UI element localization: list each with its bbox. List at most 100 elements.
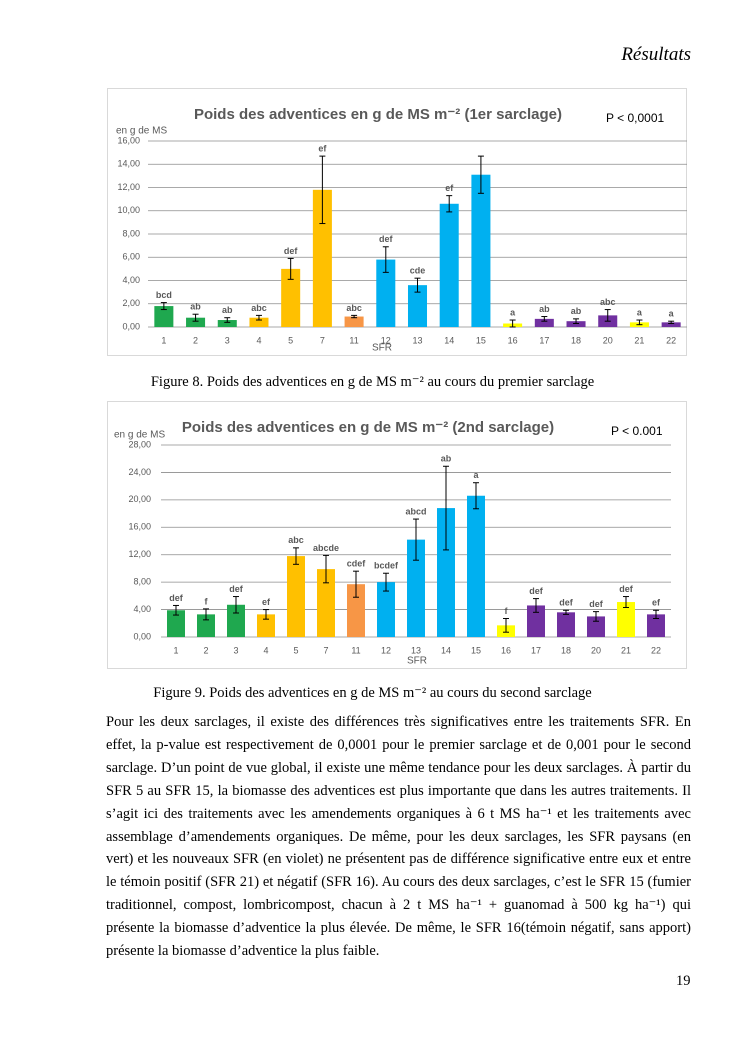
significance-letter: f	[205, 596, 209, 606]
error-bar	[203, 608, 209, 621]
bar	[281, 268, 301, 327]
x-tick-label: 15	[476, 335, 486, 345]
error-bar	[636, 319, 643, 326]
y-tick-label: 16,00	[117, 135, 140, 145]
x-tick-label: 4	[256, 335, 261, 345]
bar	[197, 614, 215, 637]
significance-letter: abcde	[313, 543, 339, 553]
error-bar	[263, 609, 269, 620]
significance-letter: a	[473, 470, 479, 480]
significance-letter: abcd	[405, 506, 426, 516]
chart-title: Poids des adventices en g de MS m⁻² (1er…	[194, 106, 562, 123]
bar	[249, 317, 269, 327]
error-bar	[413, 518, 419, 561]
significance-letter: ef	[262, 597, 271, 607]
caption: Figure 9. Poids des adventices en g de M…	[153, 685, 592, 701]
error-bar	[668, 320, 675, 325]
significance-letter: abc	[600, 297, 616, 307]
bar	[471, 174, 491, 327]
significance-letter: a	[637, 307, 643, 317]
bar	[154, 306, 174, 327]
error-bar	[443, 465, 449, 551]
significance-letter: def	[229, 584, 244, 594]
x-tick-label: 17	[539, 335, 549, 345]
error-bar	[541, 316, 548, 322]
significance-letter: ab	[571, 306, 582, 316]
x-tick-label: 4	[263, 645, 268, 655]
y-tick-label: 8,00	[133, 577, 151, 587]
significance-letter: f	[505, 606, 509, 616]
y-tick-label: 0,00	[122, 321, 140, 331]
x-tick-label: 1	[173, 645, 178, 655]
header-title: Résultats	[621, 44, 691, 65]
error-bar	[160, 302, 167, 311]
y-tick-label: 20,00	[128, 494, 151, 504]
bar	[377, 582, 395, 637]
x-tick-label: 5	[293, 645, 298, 655]
significance-letter: ef	[318, 143, 327, 153]
x-tick-label: 22	[651, 645, 661, 655]
y-axis-label: en g de MS	[114, 430, 165, 441]
caption: Figure 8. Poids des adventices en g de M…	[150, 374, 595, 390]
bar	[167, 610, 185, 637]
error-bar	[255, 314, 262, 321]
bar	[587, 616, 605, 637]
bar	[227, 604, 245, 637]
bar	[186, 317, 206, 327]
bar	[344, 316, 364, 327]
significance-letter: def	[559, 598, 574, 608]
bar	[376, 259, 396, 327]
y-axis-label: en g de MS	[116, 126, 167, 137]
y-tick-label: 28,00	[128, 439, 151, 449]
chart-title: Poids des adventices en g de MS m⁻² (2nd…	[182, 419, 554, 436]
significance-letter: def	[379, 234, 394, 244]
x-tick-label: 13	[411, 645, 421, 655]
p-value: P < 0,0001	[606, 111, 664, 125]
bar	[647, 614, 665, 637]
paragraph: Pour les deux sarclages, il existe des d…	[106, 714, 691, 960]
x-tick-label: 3	[225, 335, 230, 345]
y-tick-label: 2,00	[122, 298, 140, 308]
x-tick-label: 12	[381, 335, 391, 345]
significance-letter: def	[169, 593, 184, 603]
x-tick-label: 14	[441, 645, 451, 655]
chart: Poids des adventices en g de MS m⁻² (1er…	[107, 88, 687, 356]
error-bar	[446, 195, 453, 213]
error-bar	[224, 317, 231, 323]
x-tick-label: 13	[412, 335, 422, 345]
x-tick-label: 3	[233, 645, 238, 655]
significance-letter: abc	[288, 535, 304, 545]
x-tick-label: 15	[471, 645, 481, 655]
page-number: 19	[676, 973, 691, 989]
x-axis-label: SFR	[372, 343, 392, 354]
error-bar	[509, 319, 516, 328]
bar	[317, 569, 335, 637]
y-tick-label: 4,00	[122, 275, 140, 285]
significance-letter: ef	[445, 183, 454, 193]
y-tick-label: 12,00	[128, 549, 151, 559]
error-bar	[351, 314, 358, 319]
x-tick-label: 7	[320, 335, 325, 345]
error-bar	[604, 309, 611, 322]
significance-letter: cdef	[347, 559, 367, 569]
error-bar	[593, 611, 599, 622]
x-tick-label: 17	[531, 645, 541, 655]
bar	[566, 321, 586, 327]
significance-letter: abc	[346, 303, 362, 313]
x-tick-label: 2	[203, 645, 208, 655]
error-bar	[353, 570, 359, 598]
bar	[312, 189, 332, 327]
bar	[217, 320, 237, 327]
x-tick-label: 16	[508, 335, 518, 345]
bar	[557, 612, 575, 637]
y-tick-label: 16,00	[128, 522, 151, 532]
error-bar	[287, 257, 294, 280]
x-axis-label: SFR	[407, 656, 427, 667]
chart: Poids des adventices en g de MS m⁻² (2nd…	[107, 401, 687, 669]
significance-letter: ef	[652, 598, 661, 608]
error-bar	[383, 572, 389, 592]
bar	[439, 203, 459, 327]
y-tick-label: 24,00	[128, 467, 151, 477]
significance-letter: ab	[222, 305, 233, 315]
x-tick-label: 1	[161, 335, 166, 345]
